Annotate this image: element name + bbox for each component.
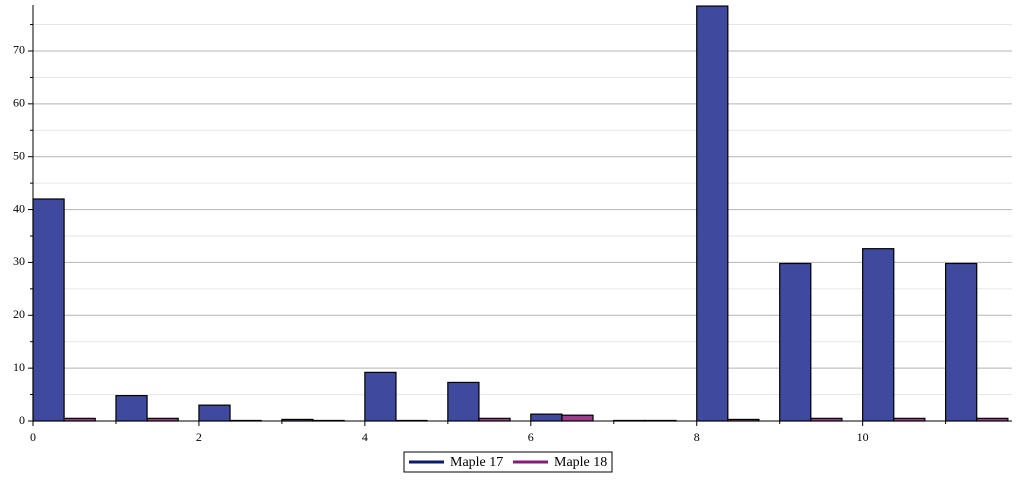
y-tick-label: 10 [13,360,25,374]
bar [862,248,895,422]
bar [561,414,594,422]
x-tick-label: 10 [857,430,869,444]
bar [115,395,148,422]
bar [779,262,812,422]
bar [447,381,480,422]
y-tick-label: 20 [13,307,25,321]
bar [364,371,397,422]
bar [530,413,563,422]
bar [696,5,729,422]
y-tick-label: 30 [13,254,25,268]
x-tick-label: 4 [362,430,368,444]
y-tick-label: 40 [13,201,25,215]
y-tick-label: 50 [13,148,25,162]
bar [198,404,231,422]
y-tick-label: 0 [19,413,25,427]
x-tick-label: 2 [196,430,202,444]
y-tick-label: 70 [13,43,25,57]
legend-label: Maple 18 [554,455,607,470]
x-tick-label: 8 [694,430,700,444]
bar [32,198,65,422]
legend-box [403,451,613,473]
x-tick-label: 0 [30,430,36,444]
bar [945,262,978,422]
legend: Maple 17 Maple 18 [403,451,613,473]
legend-label: Maple 17 [450,455,503,470]
x-tick-label: 6 [528,430,534,444]
y-tick-label: 60 [13,96,25,110]
